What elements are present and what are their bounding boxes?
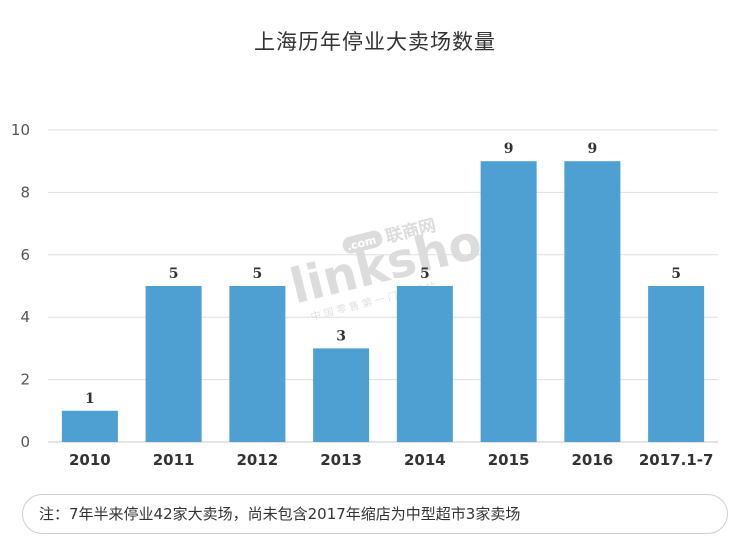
bar-2015 (480, 161, 537, 442)
bar-chart: linkshop 中 国 零 售 第 一 门 户 网 站 .com 联商网 15… (11, 121, 718, 469)
data-label-2012: 5 (253, 266, 263, 282)
bars (61, 161, 705, 442)
footnote-box: 注：7年半来停业42家大卖场，尚未包含2017年缩店为中型超市3家卖场 (22, 494, 728, 534)
data-label-2016: 9 (588, 141, 598, 157)
x-tick-label-2013: 2013 (320, 451, 362, 469)
y-tick-label: 2 (20, 371, 30, 389)
x-tick-label-2014: 2014 (404, 451, 446, 469)
x-tick-label-2017.1-7: 2017.1-7 (639, 451, 714, 469)
bar-2011 (145, 286, 202, 442)
chart-title: 上海历年停业大卖场数量 (254, 30, 496, 54)
watermark-com-badge (342, 230, 383, 254)
y-tick-label: 8 (20, 183, 30, 201)
x-tick-label-2016: 2016 (572, 451, 614, 469)
data-label-2017.1-7: 5 (671, 266, 681, 282)
y-tick-label: 10 (11, 121, 30, 139)
x-tick-label-2015: 2015 (488, 451, 530, 469)
bar-2012 (229, 286, 286, 442)
data-label-2010: 1 (85, 391, 95, 407)
bar-2016 (564, 161, 621, 442)
bar-2010 (61, 410, 118, 442)
bar-2014 (396, 286, 453, 442)
data-label-2013: 3 (336, 328, 346, 344)
x-tick-label-2011: 2011 (153, 451, 195, 469)
x-axis-ticks: 2010 2011 2012 2013 2014 2015 2016 2017.1-7 (69, 451, 713, 469)
x-tick-label-2012: 2012 (237, 451, 279, 469)
x-tick-label-2010: 2010 (69, 451, 111, 469)
y-axis-ticks: 0 2 4 6 8 10 (11, 121, 30, 451)
y-tick-label: 4 (20, 308, 30, 326)
data-labels: 1 5 5 3 5 9 9 5 (85, 141, 681, 407)
bar-2013 (313, 348, 370, 442)
data-label-2015: 9 (504, 141, 514, 157)
data-label-2014: 5 (420, 266, 430, 282)
footnote-text: 注：7年半来停业42家大卖场，尚未包含2017年缩店为中型超市3家卖场 (39, 505, 521, 523)
y-tick-label: 0 (20, 433, 30, 451)
bar-2017.1-7 (648, 286, 705, 442)
y-tick-label: 6 (20, 246, 30, 264)
data-label-2011: 5 (169, 266, 179, 282)
